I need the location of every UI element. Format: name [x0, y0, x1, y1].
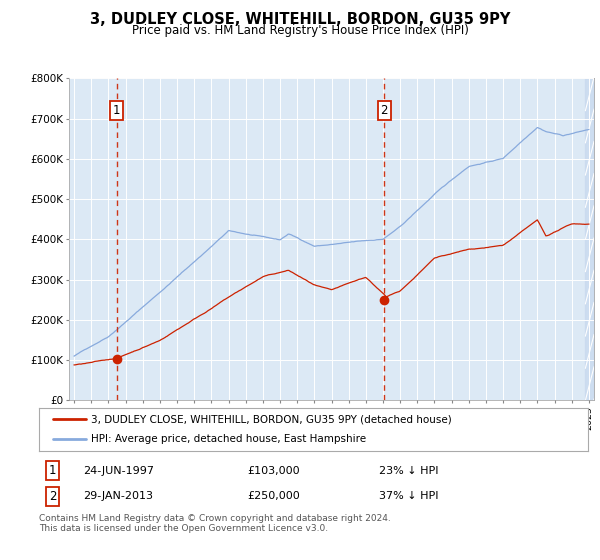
- Text: 24-JUN-1997: 24-JUN-1997: [83, 466, 154, 476]
- Text: 2: 2: [49, 490, 56, 503]
- Text: 1: 1: [49, 464, 56, 477]
- Text: 29-JAN-2013: 29-JAN-2013: [83, 491, 153, 501]
- Text: 1: 1: [113, 104, 121, 117]
- Text: 3, DUDLEY CLOSE, WHITEHILL, BORDON, GU35 9PY (detached house): 3, DUDLEY CLOSE, WHITEHILL, BORDON, GU35…: [91, 414, 452, 424]
- Text: Price paid vs. HM Land Registry's House Price Index (HPI): Price paid vs. HM Land Registry's House …: [131, 24, 469, 36]
- Text: Contains HM Land Registry data © Crown copyright and database right 2024.
This d: Contains HM Land Registry data © Crown c…: [39, 514, 391, 534]
- Text: 2: 2: [380, 104, 388, 117]
- Text: 37% ↓ HPI: 37% ↓ HPI: [379, 491, 439, 501]
- Text: HPI: Average price, detached house, East Hampshire: HPI: Average price, detached house, East…: [91, 434, 366, 444]
- Text: £250,000: £250,000: [248, 491, 301, 501]
- Text: 3, DUDLEY CLOSE, WHITEHILL, BORDON, GU35 9PY: 3, DUDLEY CLOSE, WHITEHILL, BORDON, GU35…: [90, 12, 510, 27]
- Text: £103,000: £103,000: [248, 466, 300, 476]
- Text: 23% ↓ HPI: 23% ↓ HPI: [379, 466, 439, 476]
